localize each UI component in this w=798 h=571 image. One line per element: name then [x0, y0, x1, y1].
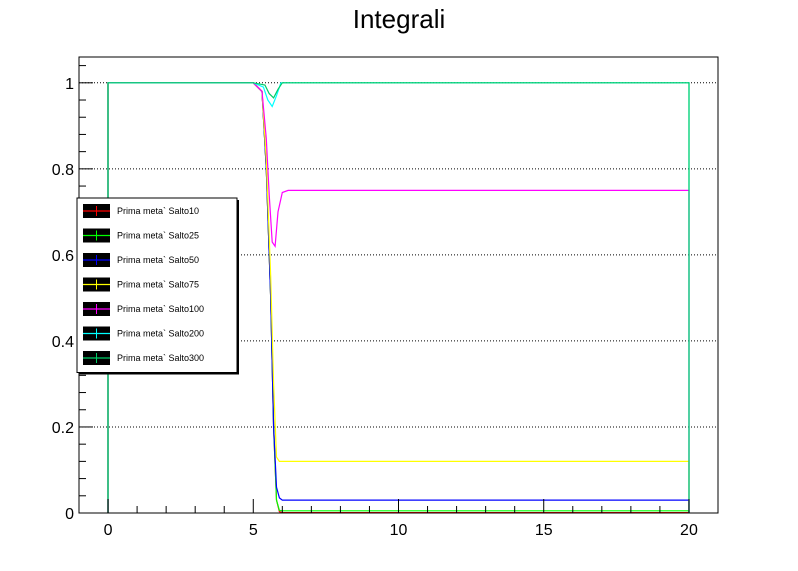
y-tick-label: 0	[65, 506, 74, 523]
y-tick-label: 0.8	[52, 162, 74, 179]
y-tick-label: 0.6	[52, 248, 74, 265]
series-lines	[107, 82, 690, 514]
legend-label: Prima meta` Salto100	[117, 304, 204, 314]
legend-label: Prima meta` Salto50	[117, 255, 199, 265]
y-tick-label: 1	[65, 76, 74, 93]
series-line	[107, 82, 690, 513]
x-tick-label: 10	[390, 522, 408, 539]
y-tick-label: 0.4	[52, 334, 74, 351]
legend: Prima meta` Salto10 Prima meta` Salto25 Pr…	[76, 197, 239, 375]
legend-label: Prima meta` Salto10	[117, 206, 199, 216]
legend-label: Prima meta` Salto300	[117, 353, 204, 363]
x-tick-label: 20	[680, 522, 698, 539]
x-tick-label: 15	[535, 522, 553, 539]
legend-label: Prima meta` Salto200	[117, 329, 204, 339]
x-tick-label: 0	[104, 522, 113, 539]
x-tick-label: 5	[249, 522, 258, 539]
legend-label: Prima meta` Salto25	[117, 231, 199, 241]
legend-label: Prima meta` Salto75	[117, 280, 199, 290]
y-tick-label: 0.2	[52, 420, 74, 437]
chart-title: Integrali	[353, 4, 446, 34]
